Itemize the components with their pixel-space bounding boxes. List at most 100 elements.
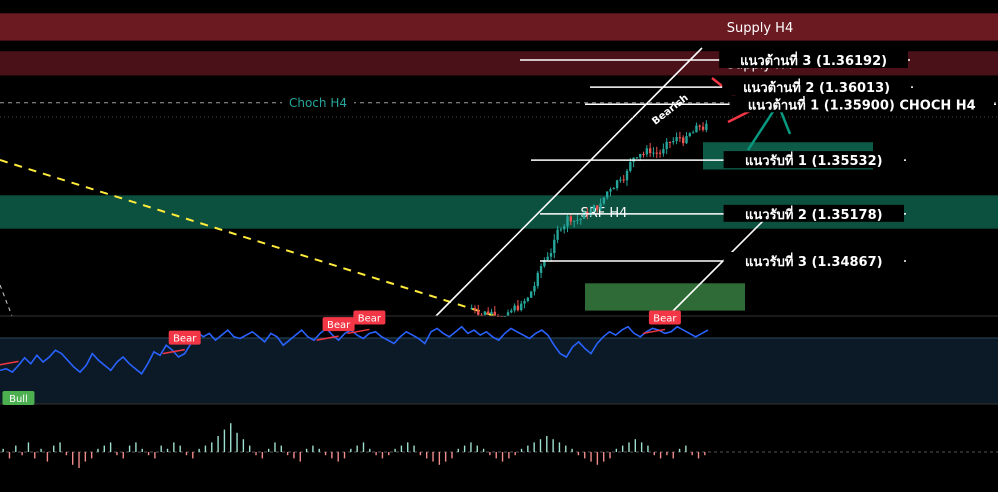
candle-body: [602, 197, 606, 204]
zone-4: [585, 283, 745, 311]
candle-body: [470, 308, 473, 310]
level-label-1: แนวต้านที่ 2 (1.36013): [743, 78, 890, 96]
signal-badge-4: [2, 391, 35, 405]
candle-body: [513, 305, 516, 311]
signal-line-1: [316, 335, 339, 341]
candle-body: [682, 137, 685, 144]
candle-body: [520, 303, 523, 311]
candle-body: [662, 149, 665, 154]
candle-body: [536, 272, 539, 286]
signal-badge-3: [648, 310, 681, 325]
candle-body: [596, 205, 599, 210]
candle-body: [648, 148, 652, 154]
signal-text-0: Bear: [173, 334, 197, 345]
candle-body: [556, 229, 559, 240]
candle-body: [622, 179, 625, 181]
trend-dashed-line: [0, 159, 496, 317]
candle-body: [539, 266, 543, 273]
candle-body: [572, 220, 576, 222]
candle-body: [698, 125, 701, 127]
candle-body: [529, 291, 533, 298]
signal-text-1: Bear: [327, 320, 351, 331]
choch-label-bg: [282, 93, 354, 110]
candle-body: [546, 256, 549, 260]
oscillator-pane: Bear Bear Bear Bear Bull: [0, 310, 998, 405]
candle-body: [486, 311, 490, 314]
candle-body: [477, 310, 480, 315]
candle-body: [688, 133, 692, 137]
level-label-bg-1: [722, 78, 911, 96]
candle-body: [668, 141, 672, 143]
candle-body: [493, 311, 496, 316]
candle-body: [639, 153, 642, 158]
candle-body: [665, 141, 668, 150]
zone-0: [0, 13, 998, 41]
candle-body: [506, 312, 510, 316]
candle-body: [553, 239, 556, 254]
candle-body: [691, 132, 695, 134]
candle-body: [635, 157, 639, 159]
level-label-5: แนวรับที่ 3 (1.34867): [745, 252, 883, 270]
candle-body: [678, 137, 682, 139]
signal-text-3: Bear: [653, 313, 677, 324]
signal-text-2: Bear: [358, 313, 382, 324]
candle-body: [605, 191, 609, 198]
candle-body: [533, 285, 536, 292]
candle-body: [612, 188, 615, 190]
signal-line-4: [0, 360, 19, 366]
candle-body: [526, 297, 530, 302]
candle-body: [592, 205, 596, 212]
candle-body: [658, 152, 662, 154]
histogram-pane: [0, 423, 998, 468]
candle-body: [473, 308, 477, 311]
candle-body: [579, 218, 582, 220]
candle-body: [619, 179, 622, 181]
level-label-0: แนวต้านที่ 3 (1.36192): [740, 51, 887, 69]
candle-body: [701, 126, 705, 130]
level-label-4: แนวรับที่ 2 (1.35178): [745, 205, 883, 223]
candle-body: [480, 314, 483, 316]
level-label-bg-0: [719, 51, 908, 68]
candle-body: [599, 203, 602, 210]
candle-body: [672, 141, 675, 143]
signal-text-4: Bull: [9, 394, 28, 405]
candle-body: [615, 180, 619, 189]
candle-body: [609, 189, 612, 192]
candle-body: [576, 219, 579, 221]
signal-line-3: [642, 328, 666, 335]
candle-body: [645, 148, 649, 155]
signal-badge-1: [322, 317, 355, 332]
level-label-bg-5: [723, 252, 904, 269]
level-label-bg-4: [723, 204, 904, 222]
level-label-3: แนวรับที่ 1 (1.35532): [745, 151, 883, 169]
candle-body: [705, 123, 708, 130]
levels-layer: แนวต้านที่ 3 (1.36192) แนวต้านที่ 2 (1.36…: [520, 51, 996, 270]
candle-body: [510, 310, 513, 313]
candle-body: [642, 153, 645, 155]
candle-body: [655, 152, 658, 154]
level-label-bg-3: [723, 151, 904, 169]
candle-body: [543, 259, 546, 267]
small-dashed-line: [0, 284, 13, 317]
decor-layer: Choch H4: [0, 47, 998, 317]
candle-body: [523, 301, 526, 304]
choch-label: Choch H4: [289, 96, 347, 110]
candle-body: [559, 229, 563, 231]
candle-body: [652, 152, 655, 154]
level-label-2: แนวต้านที่ 1 (1.35900) CHOCH H4: [748, 95, 976, 113]
channel-lower: [667, 213, 771, 317]
candle-body: [582, 211, 586, 219]
candle-body: [483, 311, 487, 315]
candle-body: [675, 137, 678, 142]
candle-body: [569, 216, 573, 222]
candle-body: [490, 311, 493, 314]
signal-line-0: [162, 348, 185, 355]
osc-band: [0, 338, 998, 404]
candle-body: [629, 161, 632, 171]
signal-line-2: [347, 328, 370, 335]
candle-body: [549, 253, 553, 257]
signal-badge-0: [168, 330, 201, 345]
candle-body: [566, 216, 569, 227]
signal-badge-2: [353, 310, 386, 325]
